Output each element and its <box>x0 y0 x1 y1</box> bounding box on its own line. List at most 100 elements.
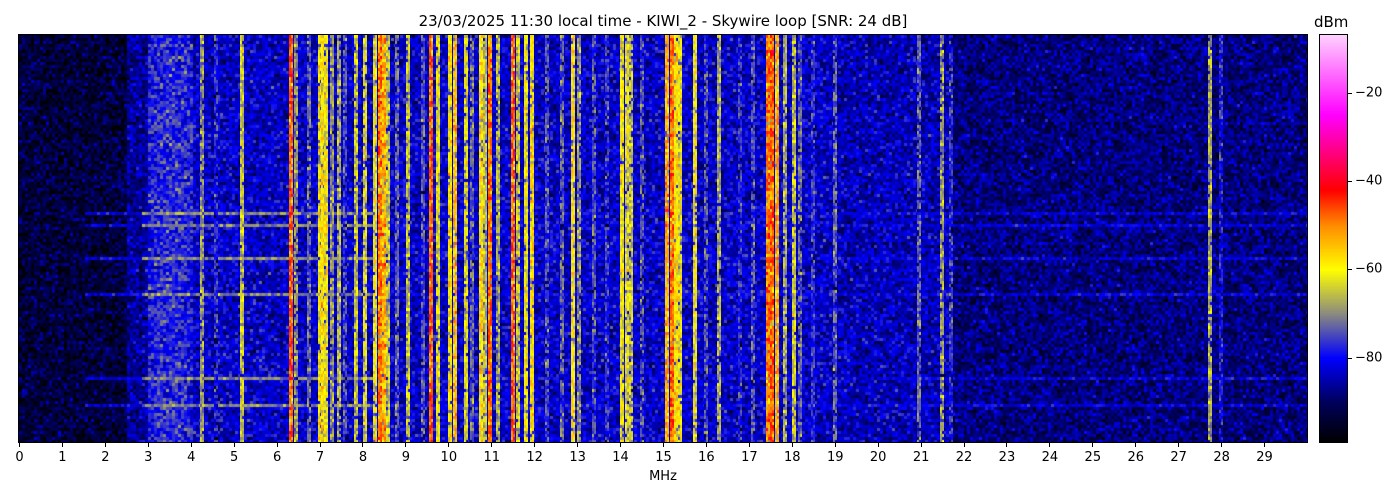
signal-carrier <box>545 35 550 442</box>
signal-carrier <box>577 35 582 442</box>
signal-carrier <box>515 35 520 442</box>
signal-carrier <box>605 35 610 442</box>
signal-carrier <box>1219 35 1224 442</box>
colorbar-tick-label: −80 <box>1355 350 1383 366</box>
signal-carrier <box>798 35 803 442</box>
signal-carrier <box>448 35 453 442</box>
x-tick <box>190 442 192 447</box>
signal-carrier <box>766 35 771 442</box>
x-tick-label: 2 <box>101 450 110 465</box>
signal-carrier <box>738 35 743 442</box>
signal-carrier <box>510 35 515 442</box>
signal-carrier <box>948 35 953 442</box>
signal-carrier <box>452 35 457 442</box>
x-tick <box>834 442 836 447</box>
x-tick <box>1006 442 1008 447</box>
signal-carrier <box>940 35 945 442</box>
signal-carrier <box>306 35 311 442</box>
x-tick <box>920 442 922 447</box>
signal-carrier <box>336 35 341 442</box>
x-tick <box>963 442 965 447</box>
x-tick <box>405 442 407 447</box>
x-axis-label: MHz <box>649 469 677 484</box>
signal-carrier <box>405 35 410 442</box>
x-tick <box>1178 442 1180 447</box>
x-tick-label: 16 <box>698 450 715 465</box>
x-tick-label: 27 <box>1170 450 1187 465</box>
x-tick <box>362 442 364 447</box>
colorbar-label: dBm <box>1314 13 1349 31</box>
x-tick <box>104 442 106 447</box>
x-tick-label: 12 <box>526 450 543 465</box>
x-tick-label: 5 <box>230 450 239 465</box>
x-tick-label: 4 <box>187 450 196 465</box>
signal-carrier <box>774 35 779 442</box>
x-tick-label: 9 <box>401 450 411 465</box>
x-tick-label: 15 <box>655 450 672 465</box>
x-tick-label: 18 <box>784 450 801 465</box>
signal-carrier <box>378 35 383 442</box>
colorbar-tick-label: −40 <box>1355 173 1383 189</box>
x-tick-label: 24 <box>1041 450 1059 465</box>
signal-carrier <box>435 35 440 442</box>
x-tick-label: 11 <box>483 450 501 465</box>
x-tick <box>705 442 707 447</box>
signal-carrier <box>343 35 348 442</box>
x-tick-label: 14 <box>612 450 629 465</box>
signal-carrier <box>832 35 837 442</box>
x-tick <box>791 442 793 447</box>
colorbar-tick-label: −20 <box>1355 85 1383 100</box>
signal-carrier <box>214 35 219 442</box>
signal-carrier <box>669 35 674 442</box>
signal-carrier <box>751 35 756 442</box>
x-tick-label: 25 <box>1084 450 1102 465</box>
signal-carrier <box>381 35 386 442</box>
signal-carrier <box>678 35 683 442</box>
x-tick <box>1049 442 1051 447</box>
signal-carrier <box>323 35 328 442</box>
x-tick <box>877 442 879 447</box>
signal-carrier <box>811 35 816 442</box>
signal-carrier <box>293 35 298 442</box>
x-tick-label: 22 <box>955 450 973 465</box>
x-tick-label: 13 <box>569 450 586 465</box>
colorbar-tick <box>1347 269 1352 271</box>
colorbar-tick-label: −60 <box>1355 261 1383 277</box>
signal-carrier <box>482 35 487 442</box>
x-tick <box>534 442 536 447</box>
signal-carrier <box>620 35 625 442</box>
signal-carrier <box>362 35 367 442</box>
signal-carrier <box>487 35 492 442</box>
x-tick-label: 23 <box>998 450 1016 465</box>
x-tick-label: 21 <box>912 450 930 465</box>
signal-carrier <box>240 35 245 442</box>
signal-carrier <box>628 35 633 442</box>
x-tick-label: 7 <box>315 450 325 465</box>
x-tick <box>61 442 63 447</box>
x-tick-label: 29 <box>1256 450 1273 465</box>
signal-carrier <box>716 35 721 442</box>
signal-carrier <box>639 35 644 442</box>
x-tick <box>748 442 750 447</box>
x-tick <box>620 442 622 447</box>
signal-carrier <box>373 35 378 442</box>
x-tick <box>1092 442 1094 447</box>
x-tick <box>448 442 450 447</box>
x-tick <box>491 442 493 447</box>
spectrogram-plot-area <box>18 34 1308 443</box>
x-tick <box>1135 442 1137 447</box>
signal-carrier <box>917 35 922 442</box>
signal-carrier <box>495 35 500 442</box>
colorbar-tick <box>1347 92 1352 94</box>
x-tick-label: 28 <box>1213 450 1230 465</box>
x-tick-label: 20 <box>869 450 887 465</box>
x-tick-label: 10 <box>440 450 458 465</box>
signal-carrier <box>791 35 796 442</box>
signal-carrier <box>354 35 359 442</box>
x-tick-label: 1 <box>58 450 67 465</box>
signal-carrier <box>783 35 788 442</box>
signal-carrier <box>560 35 565 442</box>
signal-carrier <box>478 35 483 442</box>
signal-carrier <box>703 35 708 442</box>
signal-carrier <box>320 35 325 442</box>
